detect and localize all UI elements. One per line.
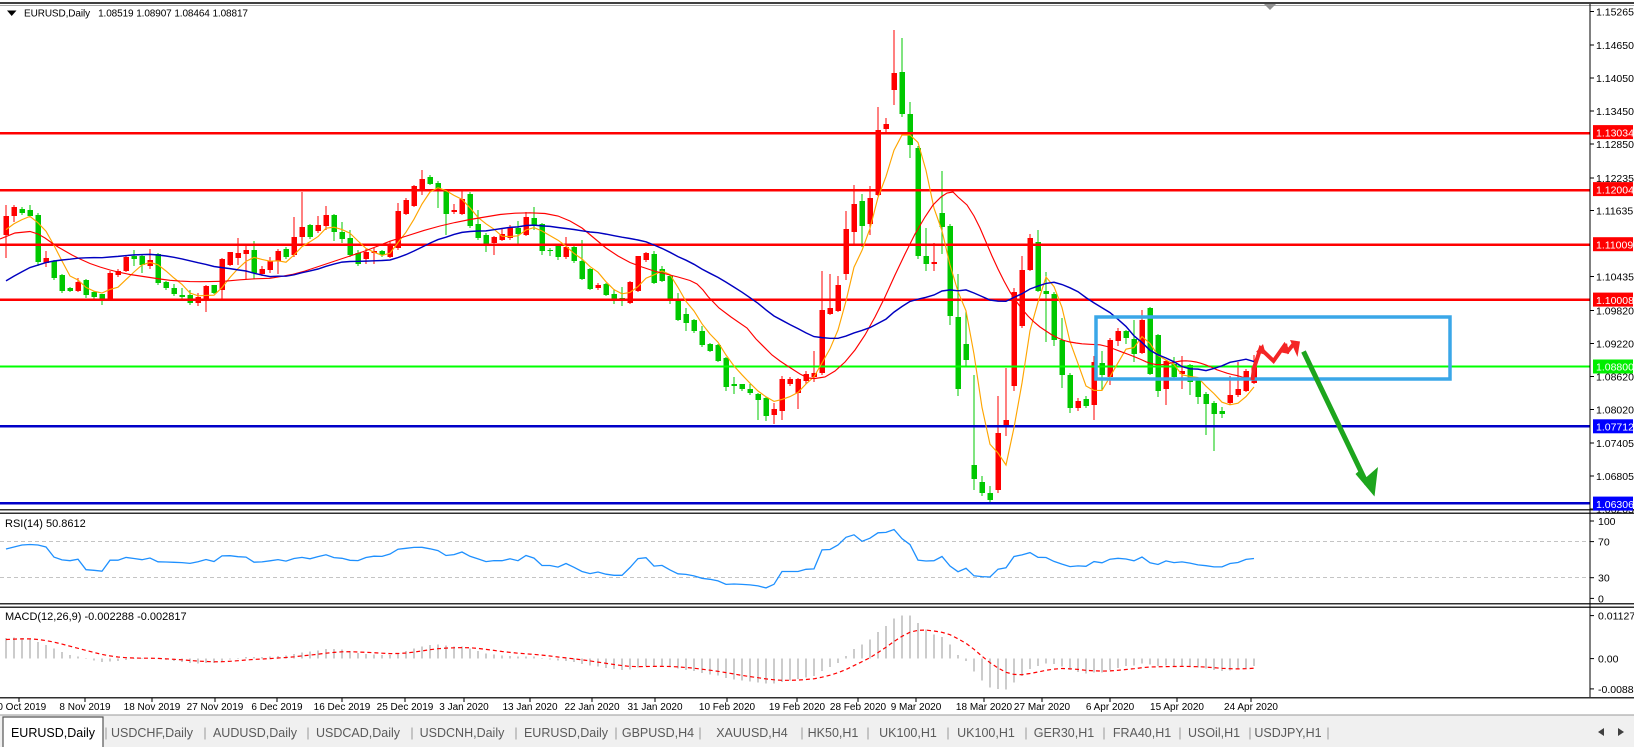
- svg-text:|: |: [410, 726, 413, 740]
- svg-text:27 Mar 2020: 27 Mar 2020: [1014, 702, 1071, 713]
- svg-text:RSI(14) 50.8612: RSI(14) 50.8612: [5, 518, 86, 530]
- svg-text:1.08020: 1.08020: [1596, 404, 1634, 416]
- svg-text:18 Nov 2019: 18 Nov 2019: [124, 702, 181, 713]
- svg-text:|: |: [866, 726, 869, 740]
- svg-text:1.13034: 1.13034: [1596, 127, 1634, 139]
- svg-text:|: |: [203, 726, 206, 740]
- svg-text:|: |: [1102, 726, 1105, 740]
- svg-text:1.06805: 1.06805: [1596, 471, 1634, 483]
- svg-text:1.06306: 1.06306: [1596, 499, 1634, 511]
- svg-text:1.12235: 1.12235: [1596, 173, 1634, 185]
- svg-text:USDCNH,Daily: USDCNH,Daily: [420, 726, 505, 740]
- svg-text:31 Jan 2020: 31 Jan 2020: [627, 702, 682, 713]
- svg-text:1.14650: 1.14650: [1596, 40, 1634, 52]
- svg-text:EURUSD,Daily 1.08519 1.08907: EURUSD,Daily 1.08519 1.08907 1.08464 1.0…: [24, 9, 248, 20]
- svg-text:|: |: [514, 726, 517, 740]
- svg-text:30: 30: [1598, 573, 1610, 585]
- svg-text:100: 100: [1598, 516, 1616, 528]
- svg-text:8 Nov 2019: 8 Nov 2019: [59, 702, 111, 713]
- svg-text:70: 70: [1598, 537, 1610, 549]
- svg-text:6 Dec 2019: 6 Dec 2019: [251, 702, 303, 713]
- svg-text:EURUSD,Daily: EURUSD,Daily: [524, 726, 609, 740]
- svg-text:0.011277: 0.011277: [1598, 611, 1634, 623]
- svg-text:1.11009: 1.11009: [1596, 239, 1633, 251]
- svg-text:3 Jan 2020: 3 Jan 2020: [439, 702, 489, 713]
- svg-text:1.10008: 1.10008: [1596, 295, 1634, 307]
- svg-text:13 Jan 2020: 13 Jan 2020: [502, 702, 557, 713]
- svg-text:6 Apr 2020: 6 Apr 2020: [1086, 702, 1135, 713]
- svg-text:|: |: [104, 726, 107, 740]
- svg-text:|: |: [306, 726, 309, 740]
- svg-text:9 Mar 2020: 9 Mar 2020: [891, 702, 942, 713]
- svg-text:1.07712: 1.07712: [1596, 422, 1634, 434]
- svg-text:1.11635: 1.11635: [1596, 206, 1633, 218]
- svg-text:|: |: [1326, 726, 1329, 740]
- svg-text:19 Feb 2020: 19 Feb 2020: [769, 702, 826, 713]
- svg-text:XAUUSD,H4: XAUUSD,H4: [716, 726, 788, 740]
- svg-text:16 Dec 2019: 16 Dec 2019: [314, 702, 371, 713]
- svg-text:1.15265: 1.15265: [1596, 6, 1634, 18]
- svg-text:1.07405: 1.07405: [1596, 438, 1634, 450]
- svg-text:|: |: [1178, 726, 1181, 740]
- svg-text:1.12004: 1.12004: [1596, 184, 1634, 196]
- svg-text:18 Mar 2020: 18 Mar 2020: [956, 702, 1013, 713]
- svg-text:27 Nov 2019: 27 Nov 2019: [187, 702, 244, 713]
- svg-text:1.08800: 1.08800: [1596, 362, 1634, 374]
- svg-text:25 Dec 2019: 25 Dec 2019: [377, 702, 434, 713]
- svg-text:EURUSD,Daily: EURUSD,Daily: [11, 726, 96, 740]
- svg-text:UK100,H1: UK100,H1: [879, 726, 937, 740]
- svg-text:|: |: [946, 726, 949, 740]
- svg-text:|: |: [698, 726, 701, 740]
- svg-text:1.08620: 1.08620: [1596, 371, 1634, 383]
- svg-text:MACD(12,26,9) -0.002288 -0.002: MACD(12,26,9) -0.002288 -0.002817: [5, 611, 187, 623]
- svg-text:HK50,H1: HK50,H1: [808, 726, 859, 740]
- svg-text:30 Oct 2019: 30 Oct 2019: [0, 702, 47, 713]
- svg-text:UK100,H1: UK100,H1: [957, 726, 1015, 740]
- svg-text:24 Apr 2020: 24 Apr 2020: [1224, 702, 1278, 713]
- svg-text:1.12850: 1.12850: [1596, 139, 1634, 151]
- svg-text:USOil,H1: USOil,H1: [1188, 726, 1240, 740]
- svg-text:1.09820: 1.09820: [1596, 306, 1634, 318]
- svg-text:28 Feb 2020: 28 Feb 2020: [830, 702, 887, 713]
- svg-text:|: |: [1024, 726, 1027, 740]
- svg-text:USDJPY,H1: USDJPY,H1: [1254, 726, 1321, 740]
- svg-text:15 Apr 2020: 15 Apr 2020: [1150, 702, 1204, 713]
- svg-text:|: |: [614, 726, 617, 740]
- svg-text:22 Jan 2020: 22 Jan 2020: [564, 702, 619, 713]
- svg-text:0: 0: [1598, 593, 1604, 605]
- svg-text:1.14050: 1.14050: [1596, 73, 1634, 85]
- svg-text:AUDUSD,Daily: AUDUSD,Daily: [213, 726, 298, 740]
- svg-text:10 Feb 2020: 10 Feb 2020: [699, 702, 756, 713]
- svg-text:|: |: [1248, 726, 1251, 740]
- svg-text:GER30,H1: GER30,H1: [1034, 726, 1094, 740]
- svg-text:FRA40,H1: FRA40,H1: [1113, 726, 1171, 740]
- svg-text:|: |: [800, 726, 803, 740]
- svg-text:1.09220: 1.09220: [1596, 338, 1634, 350]
- svg-text:USDCAD,Daily: USDCAD,Daily: [316, 726, 401, 740]
- svg-text:0.00: 0.00: [1598, 654, 1619, 666]
- svg-text:GBPUSD,H4: GBPUSD,H4: [622, 726, 694, 740]
- svg-text:USDCHF,Daily: USDCHF,Daily: [111, 726, 194, 740]
- svg-text:1.10435: 1.10435: [1596, 272, 1634, 284]
- svg-text:-0.008845: -0.008845: [1598, 684, 1634, 696]
- svg-text:1.13450: 1.13450: [1596, 106, 1634, 118]
